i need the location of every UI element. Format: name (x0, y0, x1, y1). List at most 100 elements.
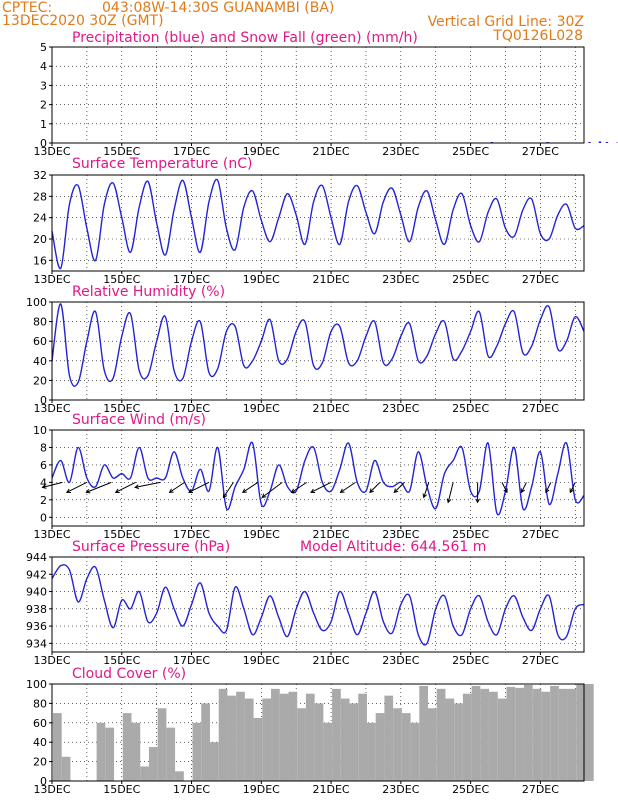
cloud-frame (51, 683, 585, 782)
wind-vector (310, 481, 332, 493)
cloud-cover-bar (105, 727, 115, 781)
wind-vector-head (241, 488, 247, 493)
pressure-xtick-label: 15DEC (103, 654, 140, 667)
wind-vector (222, 482, 234, 498)
cloud-cover-bar (297, 708, 306, 781)
wind-ytick-label: 0 (40, 511, 47, 524)
cloud-cover-bar (305, 693, 315, 781)
pressure-xtick-label: 27DEC (522, 654, 559, 667)
precipitation-ytick-label: 3 (40, 79, 47, 92)
cloud-ytick-label: 100 (26, 678, 47, 691)
wind-ytick-label: 8 (40, 441, 47, 454)
wind-vector (447, 482, 454, 503)
wind-xtick-label: 25DEC (452, 528, 489, 541)
precipitation-ytick-label: 1 (40, 118, 47, 131)
cloud-cover-bar (532, 688, 542, 781)
wind-xtick-label: 19DEC (243, 528, 280, 541)
wind-vector (86, 481, 112, 493)
precipitation-frame (51, 46, 585, 144)
cloud-cover-bar (358, 693, 367, 781)
cloud-cover-bar (471, 685, 481, 781)
temperature-ytick-label: 24 (33, 212, 47, 225)
precip-bar (588, 142, 591, 143)
wind-frame (51, 429, 585, 527)
temperature-ytick-label: 32 (33, 169, 47, 182)
cloud-xtick-label: 13DEC (33, 783, 70, 796)
temperature-xtick-label: 17DEC (173, 273, 210, 286)
temperature-frame (51, 174, 585, 272)
wind-vector-head (310, 488, 316, 494)
cloud-ytick-label: 0 (40, 775, 47, 788)
precipitation-xtick-label: 13DEC (33, 145, 70, 158)
wind-xtick-label: 13DEC (33, 528, 70, 541)
cloud-cover-bar (541, 691, 551, 781)
temperature-xtick-label: 23DEC (382, 273, 419, 286)
cloud-title: Cloud Cover (%) (72, 666, 186, 682)
humidity-xtick-label: 13DEC (33, 402, 70, 415)
precipitation-xtick-label: 19DEC (243, 145, 280, 158)
humidity-xtick-label: 25DEC (452, 402, 489, 415)
wind-vector-head (261, 493, 267, 498)
cloud-cover-bar (157, 708, 167, 781)
temperature-ytick-label: 20 (33, 233, 47, 246)
cloud-ytick-label: 20 (33, 756, 47, 769)
header-source: CPTEC: (2, 0, 52, 16)
cloud-cover-bar (192, 722, 202, 781)
cloud-cover-bar (323, 722, 333, 781)
cloud-cover-bar (227, 695, 237, 781)
precipitation-xtick-label: 23DEC (382, 145, 419, 158)
precipitation-title: Precipitation (blue) and Snow Fall (gree… (72, 30, 418, 46)
wind-vector-head (65, 488, 71, 494)
cloud-cover-bar (262, 698, 272, 781)
pressure-ytick-label: 938 (26, 603, 47, 616)
wind-vector-head (41, 484, 47, 489)
humidity-ytick-label: 0 (40, 394, 47, 407)
header-location: 043:08W-14:30S GUANAMBI (BA) (102, 0, 334, 16)
wind-vector (66, 481, 88, 493)
pressure-ytick-label: 942 (26, 568, 47, 581)
cloud-cover-bar (550, 685, 559, 781)
pressure-ytick-label: 936 (26, 620, 47, 633)
humidity-ytick-label: 80 (33, 316, 47, 329)
humidity-xtick-label: 27DEC (522, 402, 559, 415)
humidity-xtick-label: 19DEC (243, 402, 280, 415)
cloud-cover-bar (271, 688, 280, 781)
wind-vector (169, 481, 185, 493)
pressure-series-line (51, 564, 585, 646)
header-run: 13DEC2020 30Z (GMT) (2, 13, 164, 29)
wind-series-line (51, 441, 585, 516)
cloud-xtick-label: 25DEC (452, 783, 489, 796)
cloud-cover-bar (401, 713, 411, 781)
cloud-cover-bar (428, 708, 437, 781)
temperature-ytick-label: 16 (33, 254, 47, 267)
cloud-ytick-label: 60 (33, 717, 47, 730)
cloud-cover-bar (201, 703, 210, 781)
wind-vector (188, 481, 210, 493)
humidity-xtick-label: 21DEC (313, 402, 350, 415)
wind-vector (369, 482, 381, 493)
cloud-cover-bar (148, 747, 158, 781)
wind-vector-head (369, 488, 374, 494)
cloud-cover-bar (523, 684, 533, 781)
wind-ytick-label: 4 (40, 476, 47, 489)
pressure-xtick-label: 21DEC (313, 654, 350, 667)
pressure-ytick-label: 940 (26, 586, 47, 599)
precipitation-ytick-label: 4 (40, 60, 47, 73)
wind-vector (393, 482, 405, 493)
cloud-cover-bar (209, 742, 219, 781)
header-model-code: TQ0126L028 (492, 28, 583, 44)
cloud-cover-bar (218, 688, 228, 781)
cloud-cover-bar (288, 691, 298, 781)
wind-vector (569, 482, 576, 493)
temperature-title: Surface Temperature (nC) (72, 156, 253, 172)
wind-vector-head (393, 488, 399, 494)
precipitation-xtick-label: 25DEC (452, 145, 489, 158)
wind-vector-head (503, 488, 508, 494)
cloud-xtick-label: 19DEC (243, 783, 280, 796)
cloud-cover-bar (454, 703, 463, 781)
cloud-cover-bar (497, 698, 507, 781)
wind-vector-head (85, 488, 91, 494)
wind-xtick-label: 17DEC (173, 528, 210, 541)
temperature-xtick-label: 21DEC (313, 273, 350, 286)
cloud-cover-bar (576, 684, 585, 781)
